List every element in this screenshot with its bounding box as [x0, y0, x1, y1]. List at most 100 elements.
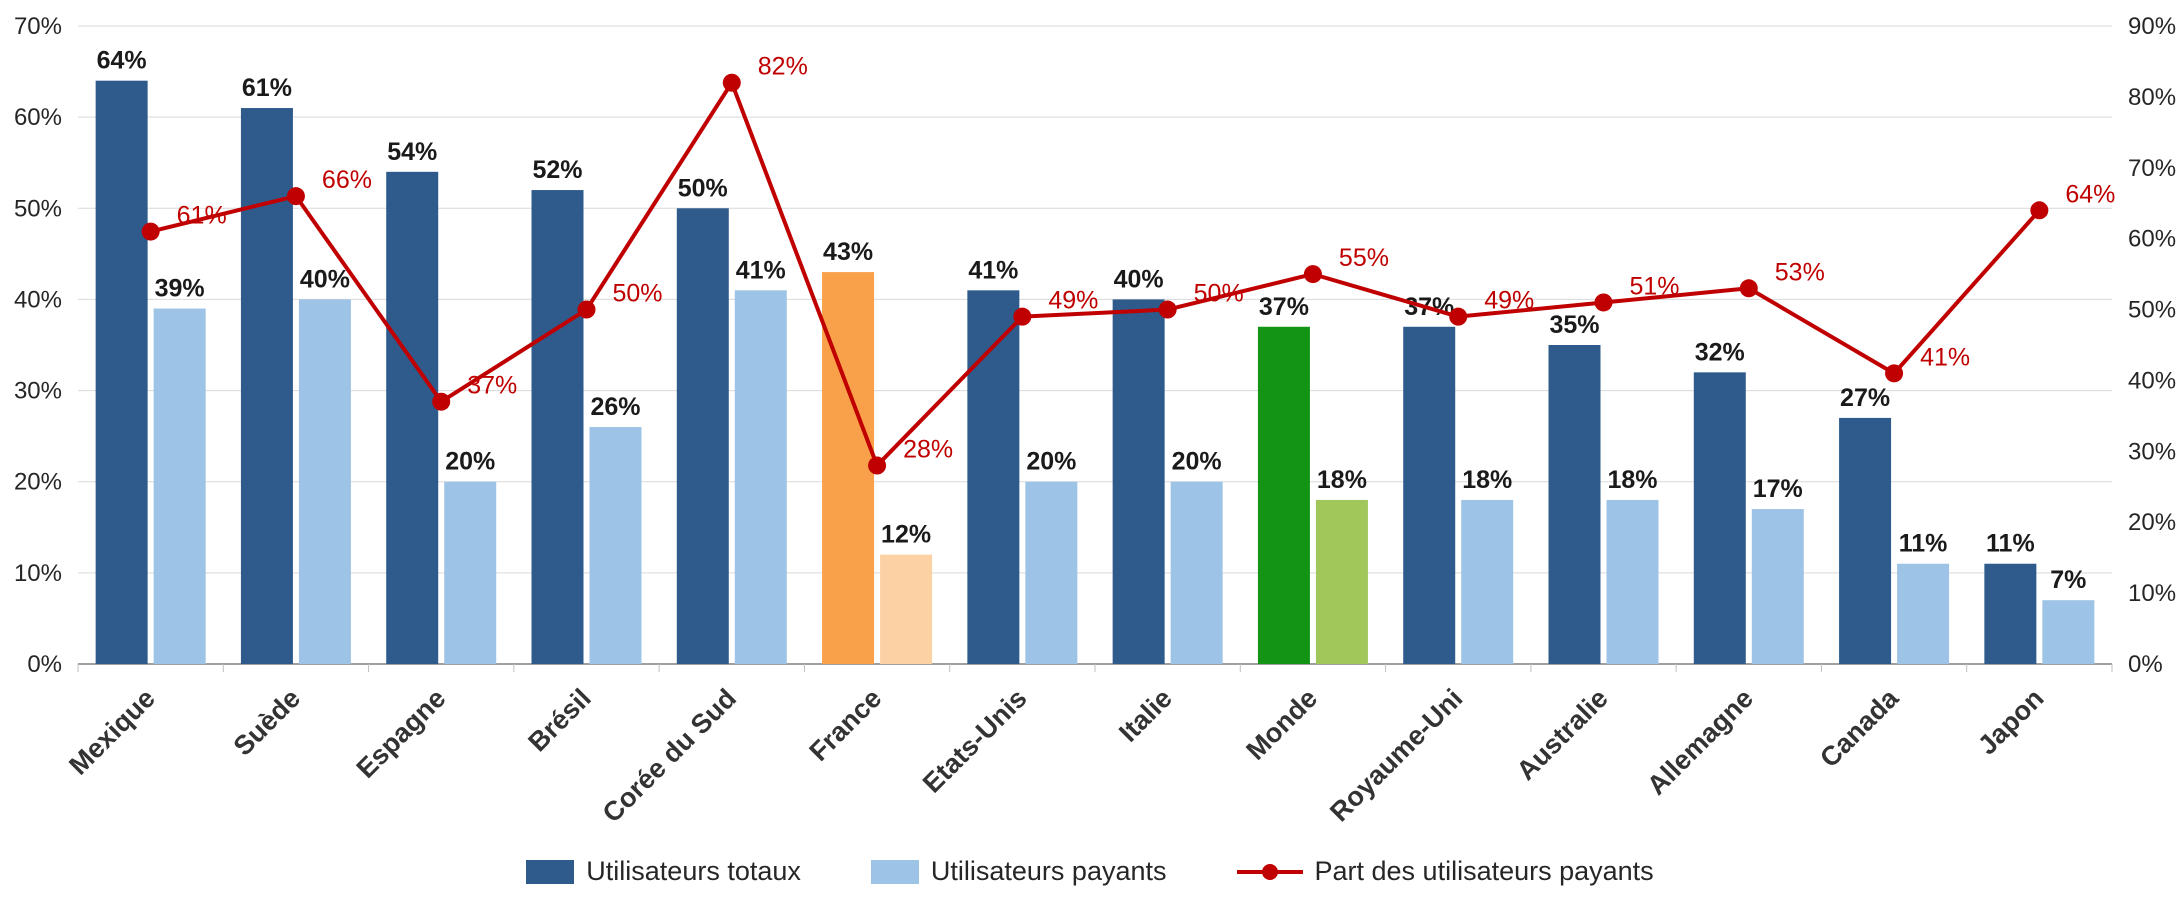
bar-value-label: 41% — [736, 256, 786, 284]
chart-legend: Utilisateurs totaux Utilisateurs payants… — [0, 856, 2180, 887]
category-label: Canada — [1814, 682, 1905, 773]
legend-label-paying-share: Part des utilisateurs payants — [1314, 856, 1654, 886]
category-label: Monde — [1240, 683, 1323, 766]
bar-total-users — [1548, 345, 1601, 664]
bar-paying-users — [1170, 481, 1223, 664]
bar-value-label: 35% — [1549, 311, 1599, 339]
legend-label-total-users: Utilisateurs totaux — [586, 856, 801, 886]
bar-paying-users — [444, 481, 497, 664]
legend-item-total[interactable]: Utilisateurs totaux — [526, 856, 801, 887]
share-line-point — [1013, 307, 1032, 326]
bar-total-users — [1839, 417, 1892, 664]
bar-value-label: 54% — [387, 138, 437, 166]
bar-paying-users — [1751, 509, 1804, 664]
legend-swatch-paying-users — [870, 859, 919, 884]
right-axis-tick-label: 40% — [2128, 367, 2176, 394]
share-value-label: 49% — [1048, 287, 1098, 315]
share-value-label: 51% — [1630, 272, 1680, 300]
share-line-point — [868, 456, 887, 475]
bar-paying-users — [1461, 499, 1514, 664]
share-value-label: 37% — [467, 372, 517, 400]
share-value-label: 53% — [1775, 258, 1825, 286]
bar-paying-users — [153, 308, 206, 664]
bar-value-label: 11% — [1986, 530, 2035, 558]
right-axis-tick-label: 20% — [2128, 509, 2176, 536]
share-value-label: 50% — [613, 280, 663, 308]
right-axis-tick-label: 60% — [2128, 226, 2176, 253]
share-line-point — [286, 187, 305, 206]
category-label: Etats-Unis — [917, 683, 1033, 799]
category-label: Italie — [1113, 683, 1178, 748]
bar-total-users — [967, 290, 1020, 664]
bar-value-label: 27% — [1840, 384, 1890, 412]
bar-value-label: 20% — [445, 448, 495, 476]
legend-line-dot — [1261, 863, 1278, 880]
bar-value-label: 20% — [1172, 448, 1222, 476]
bar-value-label: 64% — [97, 47, 147, 75]
category-label: Japon — [1972, 683, 2049, 760]
bar-paying-users — [2042, 600, 2095, 664]
share-line-point — [722, 73, 741, 92]
share-value-label: 50% — [1194, 280, 1244, 308]
category-label: Corée du Sud — [597, 683, 742, 828]
right-axis-tick-label: 30% — [2128, 438, 2176, 465]
legend-line-marker-icon — [1236, 863, 1303, 881]
left-axis-tick-label: 30% — [14, 378, 62, 405]
share-line-point — [1594, 293, 1613, 312]
share-line-point — [1303, 265, 1322, 284]
legend-item-paying[interactable]: Utilisateurs payants — [870, 856, 1167, 887]
bar-value-label: 41% — [968, 256, 1018, 284]
bar-value-label: 40% — [1114, 265, 1164, 293]
category-label: Espagne — [351, 683, 452, 784]
share-value-label: 66% — [322, 166, 372, 194]
share-line-point — [1158, 300, 1177, 319]
category-label: Brésil — [522, 683, 596, 757]
right-axis-tick-label: 90% — [2128, 13, 2176, 40]
legend-item-share[interactable]: Part des utilisateurs payants — [1236, 856, 1654, 887]
bar-value-label: 12% — [881, 521, 931, 549]
share-line-point — [1885, 364, 1904, 383]
category-label: Australie — [1511, 683, 1614, 786]
share-value-label: 61% — [177, 202, 227, 230]
bar-value-label: 61% — [242, 74, 292, 102]
bar-value-label: 43% — [823, 238, 873, 266]
share-line-point — [1449, 307, 1468, 326]
chart-canvas: 0% 10% 20% 30% 40% 50% 60% 70% 0% 10% 20% 30% 40% 50%… — [14, 13, 2176, 828]
category-label: France — [803, 683, 887, 767]
bar-value-label: 40% — [300, 265, 350, 293]
bar-value-label: 26% — [590, 393, 640, 421]
bar-value-label: 50% — [678, 174, 728, 202]
bar-paying-users — [1025, 481, 1078, 664]
share-line — [150, 80, 2041, 468]
right-axis-tick-label: 50% — [2128, 297, 2176, 324]
left-axis-tick-label: 10% — [14, 560, 62, 587]
bar-value-label: 17% — [1753, 475, 1803, 503]
bar-paying-users — [1315, 499, 1368, 664]
bar-paying-users — [1897, 563, 1950, 664]
share-value-label: 41% — [1920, 343, 1970, 371]
bar-value-label: 18% — [1462, 466, 1512, 494]
bar-paying-users — [734, 290, 787, 664]
left-axis-tick-label: 70% — [14, 13, 62, 40]
share-value-label: 55% — [1339, 244, 1389, 272]
bar-paying-users — [880, 554, 933, 664]
bar-value-label: 20% — [1026, 448, 1076, 476]
bar-paying-users — [589, 427, 642, 664]
share-line-point — [141, 222, 160, 241]
bar-total-users — [1403, 326, 1456, 664]
bar-value-label: 11% — [1899, 530, 1948, 558]
bar-total-users — [531, 190, 584, 665]
left-axis-tick-label: 40% — [14, 286, 62, 313]
share-value-label: 82% — [758, 53, 808, 81]
right-axis-tick-label: 0% — [2128, 651, 2163, 678]
right-axis-tick-label: 70% — [2128, 155, 2176, 182]
bar-total-users — [95, 80, 148, 664]
bar-total-users — [1693, 372, 1746, 664]
bar-total-users — [386, 171, 439, 665]
bar-total-users — [1984, 563, 2037, 664]
bar-value-label: 32% — [1695, 338, 1745, 366]
bar-value-label: 52% — [532, 156, 582, 184]
bar-value-label: 18% — [1317, 466, 1367, 494]
left-axis-tick-label: 50% — [14, 195, 62, 222]
